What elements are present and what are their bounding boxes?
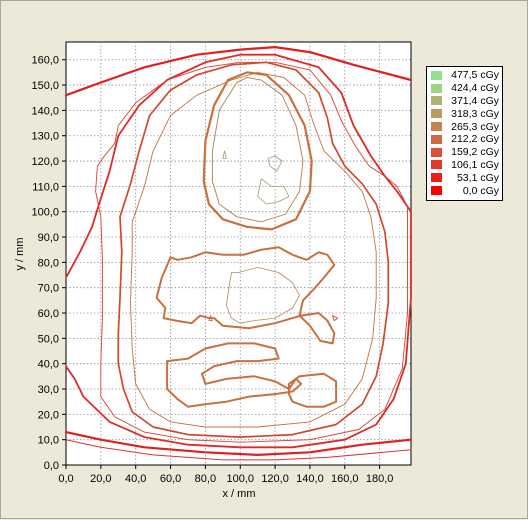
y-tick-label: 140,0 [31,105,59,117]
isodose-contour [130,71,377,428]
y-tick-label: 90,0 [38,232,59,244]
y-tick-label: 50,0 [38,333,59,345]
y-tick-label: 120,0 [31,156,59,168]
legend-swatch [431,173,442,183]
isodose-contour [222,150,227,159]
legend-item: 212,2 cGy [427,133,502,146]
y-tick-label: 10,0 [38,435,59,447]
isodose-contour [288,372,338,408]
x-tick-label: 120,0 [261,473,289,485]
x-tick-label: 80,0 [195,473,216,485]
y-tick-label: 150,0 [31,80,59,92]
plot-area [65,41,412,466]
isodose-contour [166,342,303,408]
y-tick-label: 110,0 [32,181,59,193]
legend-label: 477,5 cGy [451,69,499,82]
isodose-contour [208,315,213,322]
isodose-contour [267,155,283,172]
legend: 477,5 cGy 424,4 cGy 371,4 cGy 318,3 cGy 265,… [426,66,503,201]
y-tick-label: 20,0 [38,409,59,421]
isodose-contour [64,45,413,97]
isodose-contour [155,246,336,345]
y-tick-label: 70,0 [38,283,59,295]
isodose-contour [65,53,412,449]
isodose-contour [332,315,339,322]
legend-item: 265,3 cGy [427,120,502,133]
x-tick-label: 160,0 [331,473,359,485]
isodose-contour [117,61,390,438]
x-tick-label: 180,0 [366,473,394,485]
legend-swatch [431,83,442,93]
y-tick-label: 80,0 [38,257,59,269]
legend-label: 159,2 cGy [451,146,499,159]
y-tick-label: 130,0 [31,131,59,143]
isodose-contour [202,71,313,231]
legend-swatch [431,186,442,196]
legend-item: 106,1 cGy [427,159,502,172]
isodose-contour [257,178,290,205]
legend-label: 424,4 cGy [451,82,499,95]
isodose-contour [65,439,412,461]
legend-label: 106,1 cGy [451,158,499,171]
legend-label: 0,0 cGy [462,184,499,197]
legend-item: 371,4 cGy [427,95,502,108]
legend-swatch [431,122,442,132]
contour-series [64,45,413,461]
y-tick-label: 160,0 [31,55,59,67]
legend-swatch [431,147,442,157]
y-tick-label: 100,0 [31,207,59,219]
x-tick-label: 20,0 [90,473,111,485]
legend-label: 371,4 cGy [451,94,499,107]
legend-item: 159,2 cGy [427,146,502,159]
axis-ticks: 0,0 20,0 40,0 60,0 80,0 100,0 120,0 140,0 160,0 1… [31,55,393,485]
legend-label: 53,1 cGy [456,171,499,184]
legend-swatch [431,70,442,80]
legend-item: 477,5 cGy [427,69,502,82]
isodose-contour [95,61,408,443]
y-tick-label: 60,0 [38,308,59,320]
legend-item: 424,4 cGy [427,82,502,95]
y-tick-label: 0,0 [44,460,59,472]
legend-label: 212,2 cGy [451,133,499,146]
legend-label: 318,3 cGy [451,107,499,120]
isodose-contour [64,431,413,456]
legend-swatch [431,160,442,170]
legend-item: 0,0 cGy [427,184,502,197]
y-tick-label: 40,0 [38,359,59,371]
legend-item: 53,1 cGy [427,171,502,184]
y-axis-label: y / mm [14,238,26,271]
x-axis-label: x / mm [223,488,256,500]
x-tick-label: 40,0 [125,473,146,485]
isodose-contour [211,77,304,223]
isodose-contour [225,266,300,324]
legend-label: 265,3 cGy [451,120,499,133]
x-tick-label: 140,0 [296,473,324,485]
y-tick-label: 30,0 [38,384,59,396]
legend-item: 318,3 cGy [427,107,502,120]
x-tick-label: 100,0 [226,473,254,485]
legend-swatch [431,109,442,119]
legend-swatch [431,96,442,106]
x-tick-label: 0,0 [58,473,73,485]
legend-swatch [431,134,442,144]
x-tick-label: 60,0 [160,473,181,485]
